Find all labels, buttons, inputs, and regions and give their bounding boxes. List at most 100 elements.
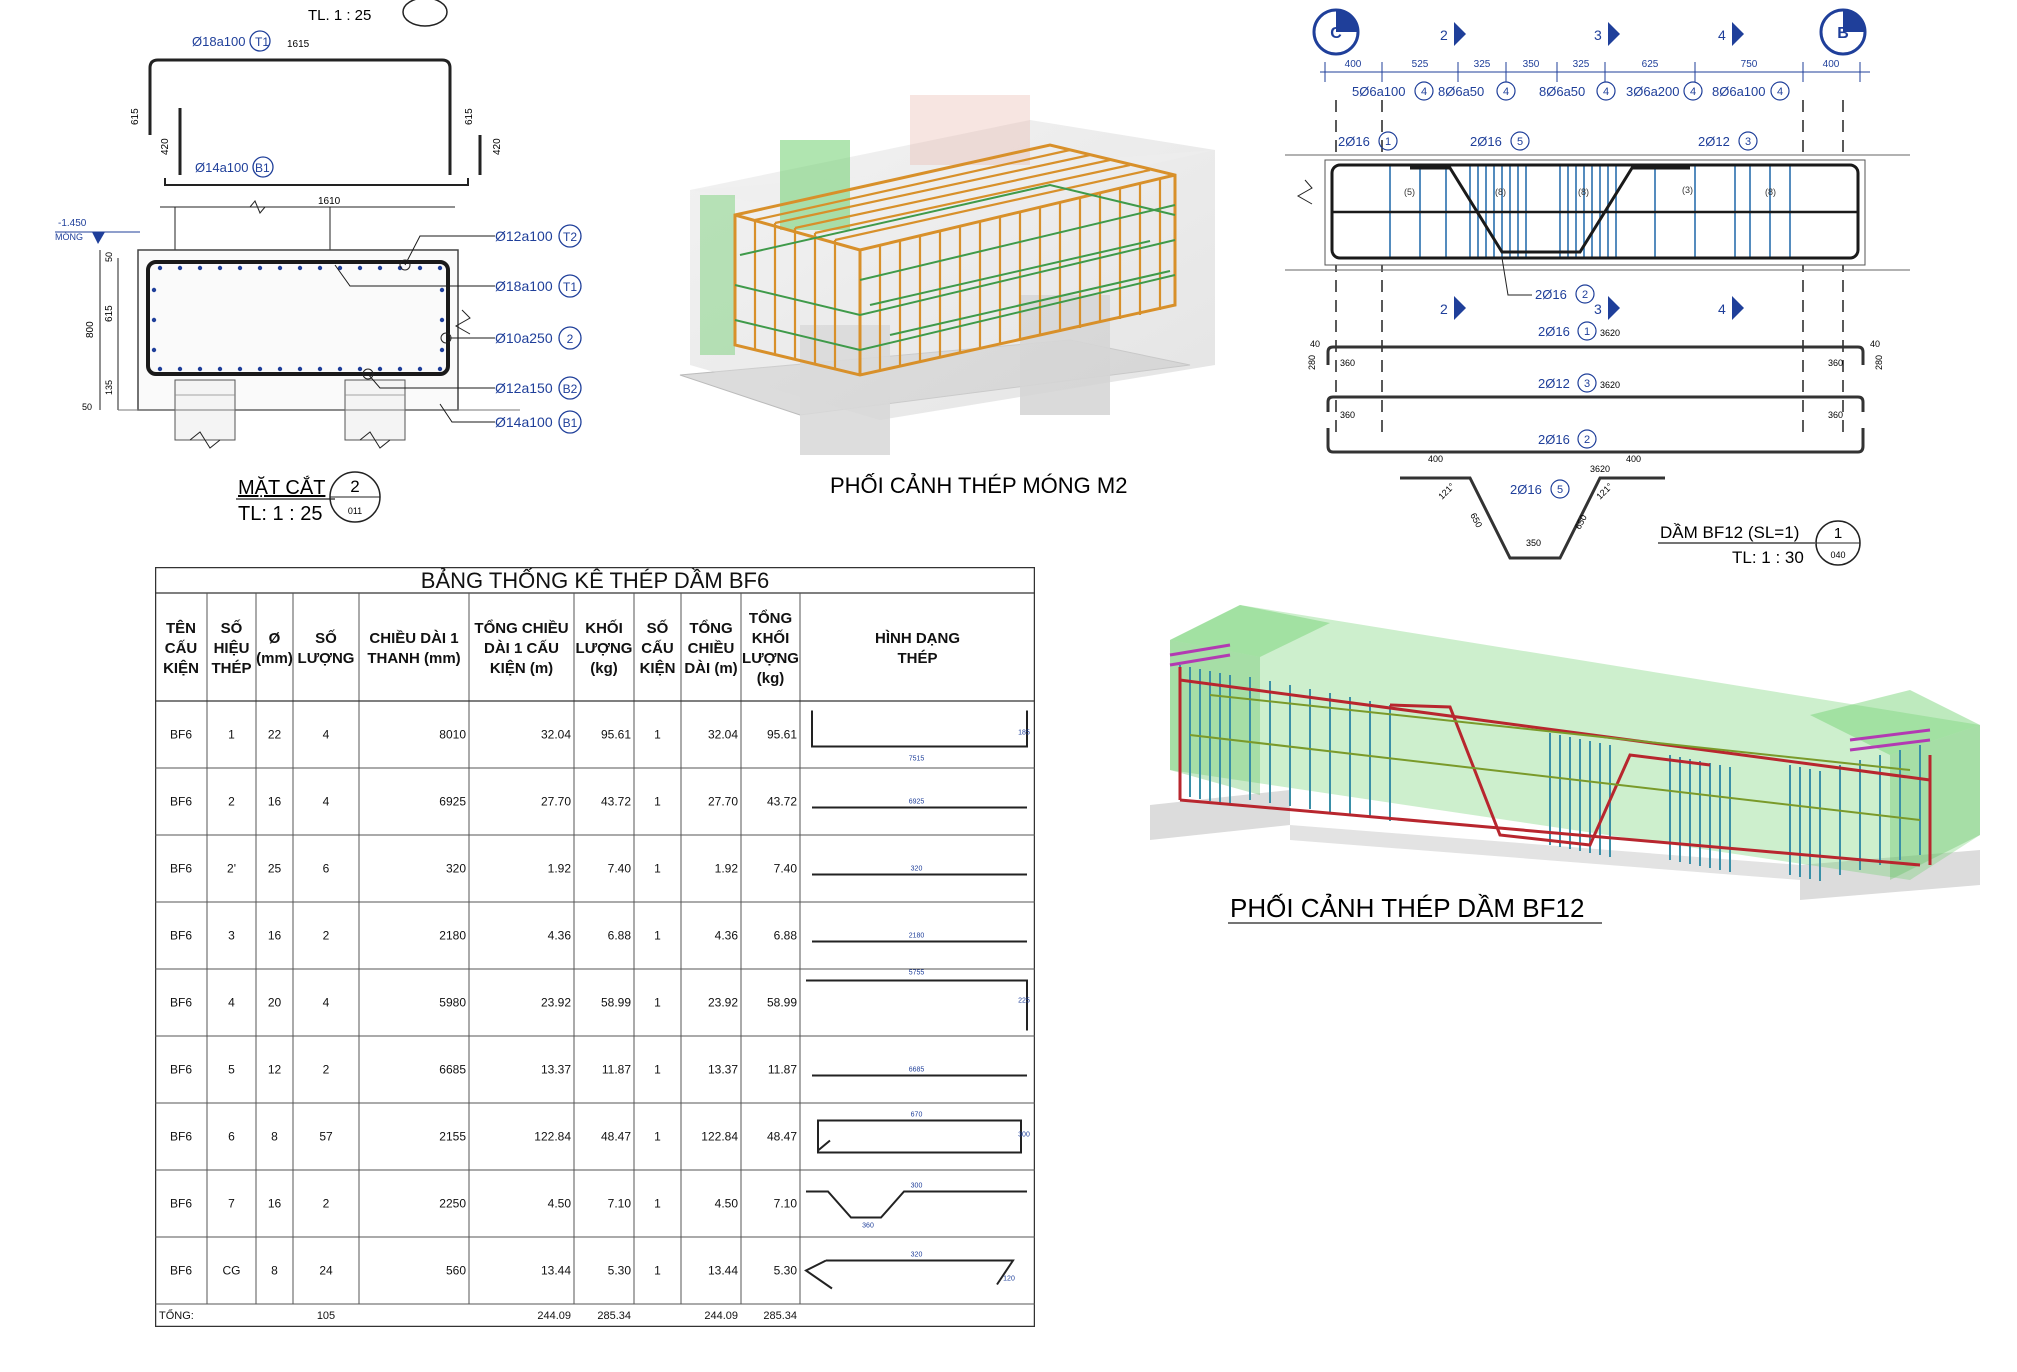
row-0-cell-1: 1 bbox=[228, 728, 235, 742]
top-bar-0-tag: 1 bbox=[1385, 136, 1391, 148]
stirrup-tag-1: 4 bbox=[1503, 86, 1509, 98]
row-4-cell-1: 4 bbox=[228, 996, 235, 1010]
row-4-cell-2: 20 bbox=[268, 996, 282, 1010]
top-right-inner: 420 bbox=[492, 138, 503, 155]
row-0-shape-side: 185 bbox=[1018, 730, 1030, 737]
shape3-tag: 3 bbox=[1584, 378, 1590, 390]
row-0-cell-7: 1 bbox=[654, 728, 661, 742]
row-2-cell-9: 7.40 bbox=[774, 862, 798, 876]
row-3-shape-label: 2180 bbox=[909, 933, 925, 940]
bottom-bar-tag: B1 bbox=[255, 161, 270, 175]
shape5-angle-left: 121° bbox=[1436, 481, 1457, 502]
header-cell-0-line-0: TÊN bbox=[166, 619, 196, 637]
dim-7: 400 bbox=[1823, 59, 1840, 70]
beam-bf12-drawing: C B 2 3 4 400 525 325 350 325 625 750 40… bbox=[1285, 8, 1910, 567]
row-3-cell-1: 3 bbox=[228, 929, 235, 943]
row-5-cell-2: 12 bbox=[268, 1063, 282, 1077]
header-cell-9-line-3: (kg) bbox=[757, 670, 785, 687]
row-3-cell-7: 1 bbox=[654, 929, 661, 943]
section-title: MẶT CẮT bbox=[238, 475, 325, 499]
height-mid: 615 bbox=[104, 305, 115, 322]
dim-3: 350 bbox=[1523, 59, 1540, 70]
callout-b2-label: Ø12a150 bbox=[495, 380, 553, 396]
shape1-h-left: 280 bbox=[1307, 355, 1317, 370]
row-4-cell-9: 58.99 bbox=[767, 996, 797, 1010]
row-2-cell-2: 25 bbox=[268, 862, 282, 876]
row-8-shape bbox=[804, 1259, 1015, 1290]
row-7-cell-3: 2 bbox=[323, 1197, 330, 1211]
shape5-label: 2Ø16 bbox=[1510, 482, 1542, 497]
row-6-cell-8: 122.84 bbox=[701, 1130, 738, 1144]
shape5-slope-left: 650 bbox=[1468, 511, 1484, 529]
row-3-cell-9: 6.88 bbox=[774, 929, 798, 943]
axis-left-label: C bbox=[1330, 25, 1342, 42]
section-sheet: 011 bbox=[348, 506, 362, 516]
row-8-cell-2: 8 bbox=[271, 1264, 278, 1278]
row-7-shape-label: 300 bbox=[911, 1183, 923, 1190]
total-sum-len-2: 244.09 bbox=[704, 1310, 738, 1322]
row-2-cell-6: 7.40 bbox=[608, 862, 632, 876]
shape3-len: 3620 bbox=[1600, 380, 1620, 390]
row-2-cell-5: 1.92 bbox=[548, 862, 572, 876]
header-cell-4-line-1: THANH (mm) bbox=[367, 650, 460, 667]
row-0-cell-4: 8010 bbox=[439, 728, 466, 742]
shape5-slope-right: 650 bbox=[1573, 513, 1589, 531]
row-6-cell-3: 57 bbox=[319, 1130, 333, 1144]
small-tag-0: (5) bbox=[1404, 187, 1415, 197]
row-8-cell-0: BF6 bbox=[170, 1264, 192, 1278]
callout-b2-tag: B2 bbox=[563, 382, 578, 396]
top-right-len: 615 bbox=[464, 108, 475, 125]
shape3-label: 2Ø12 bbox=[1538, 376, 1570, 391]
row-2-cell-8: 1.92 bbox=[715, 862, 739, 876]
dim-4: 325 bbox=[1573, 59, 1590, 70]
row-6-cell-4: 2155 bbox=[439, 1130, 466, 1144]
height-low: 135 bbox=[104, 380, 114, 395]
row-3-cell-5: 4.36 bbox=[548, 929, 572, 943]
beam-title: DẦM BF12 (SL=1) bbox=[1660, 523, 1799, 542]
header-cell-0-line-2: KIỆN bbox=[163, 659, 199, 677]
dim-6: 750 bbox=[1741, 59, 1758, 70]
section-drawing: TL. 1 : 25 Ø18a100 T1 1615 615 420 615 4… bbox=[55, 0, 582, 525]
row-8-cell-8: 13.44 bbox=[708, 1264, 738, 1278]
row-7-cell-1: 7 bbox=[228, 1197, 235, 1211]
row-0-cell-5: 32.04 bbox=[541, 728, 571, 742]
row-7-cell-6: 7.10 bbox=[608, 1197, 632, 1211]
row-1-cell-7: 1 bbox=[654, 795, 661, 809]
row-1-cell-6: 43.72 bbox=[601, 795, 631, 809]
header-cell-1-line-0: SỐ bbox=[221, 619, 243, 637]
row-4-cell-4: 5980 bbox=[439, 996, 466, 1010]
row-4-shape-side: 225 bbox=[1018, 998, 1030, 1005]
row-4-cell-6: 58.99 bbox=[601, 996, 631, 1010]
row-7-cell-2: 16 bbox=[268, 1197, 282, 1211]
small-tag-1: (8) bbox=[1495, 187, 1506, 197]
grid-mark-4-top: 4 bbox=[1718, 27, 1726, 43]
row-1-cell-8: 27.70 bbox=[708, 795, 738, 809]
row-7-cell-4: 2250 bbox=[439, 1197, 466, 1211]
row-6-cell-7: 1 bbox=[654, 1130, 661, 1144]
row-8-cell-1: CG bbox=[223, 1264, 241, 1278]
header-cell-10-line-1: THÉP bbox=[897, 650, 937, 667]
row-5-shape-label: 6685 bbox=[909, 1067, 925, 1074]
bottom-bar-label: Ø14a100 bbox=[195, 160, 249, 175]
row-0-cell-9: 95.61 bbox=[767, 728, 797, 742]
callout-t2-label: Ø12a100 bbox=[495, 228, 553, 244]
shape1-h-right: 280 bbox=[1874, 355, 1884, 370]
row-3-cell-6: 6.88 bbox=[608, 929, 632, 943]
callout-b1-label: Ø14a100 bbox=[495, 414, 553, 430]
row-4-cell-3: 4 bbox=[323, 996, 330, 1010]
top-bar-2-tag: 3 bbox=[1745, 136, 1751, 148]
m2-caption: PHỐI CẢNH THÉP MÓNG M2 bbox=[830, 472, 1127, 495]
header-cell-9-line-2: LƯỢNG bbox=[742, 650, 799, 667]
header-cell-7-line-0: SỐ bbox=[647, 619, 669, 637]
row-6-shape-side: 300 bbox=[1018, 1132, 1030, 1139]
total-sum-kg: 285.34 bbox=[597, 1310, 631, 1322]
row-2-cell-1: 2' bbox=[227, 862, 236, 876]
stirrup-label-0: 5Ø6a100 bbox=[1352, 84, 1406, 99]
top-bar-0-label: 2Ø16 bbox=[1338, 134, 1370, 149]
row-7-cell-9: 7.10 bbox=[774, 1197, 798, 1211]
stirrup-label-3: 3Ø6a200 bbox=[1626, 84, 1680, 99]
grid-mark-2-top: 2 bbox=[1440, 27, 1448, 43]
top-bar-1-tag: 5 bbox=[1517, 136, 1523, 148]
row-6-shape bbox=[817, 1119, 1022, 1154]
total-sum-len: 244.09 bbox=[537, 1310, 571, 1322]
